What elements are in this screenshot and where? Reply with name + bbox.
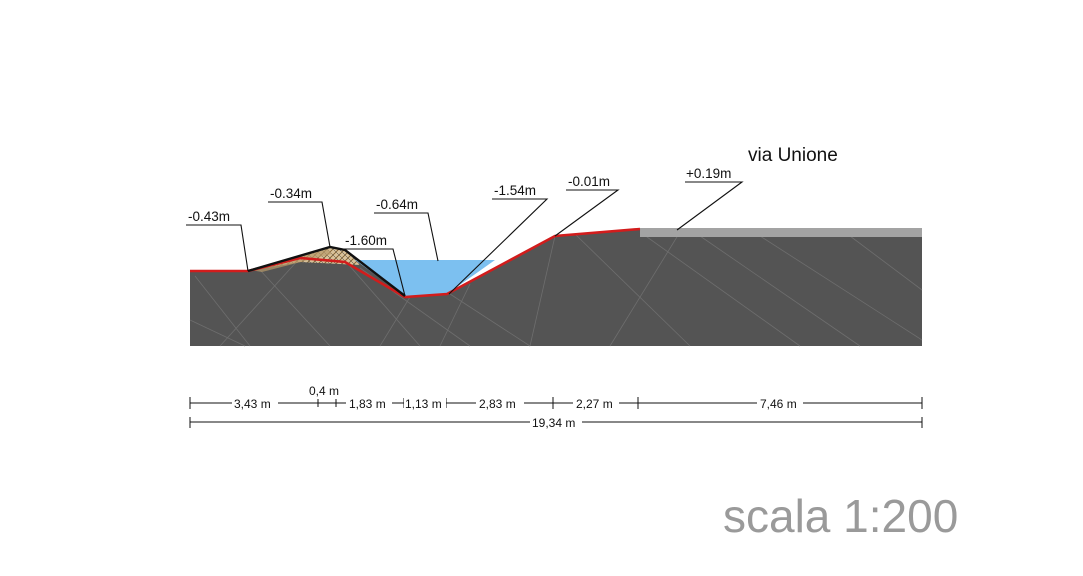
embankment-outline [247, 245, 406, 297]
ground-section [190, 229, 922, 346]
elevation-label-d: -0.64m [376, 197, 418, 212]
leader-lines [186, 181, 744, 297]
elevation-label-a: -0.43m [188, 209, 230, 224]
total-dimension-label: 19,34 m [532, 416, 575, 430]
elevation-label-g: +0.19m [686, 166, 731, 181]
dimension-line-segments [189, 397, 923, 409]
water-body [355, 260, 495, 296]
dimension-label-backgrounds [232, 396, 803, 410]
dimension-label-3: 1,83 m [349, 397, 386, 411]
dimension-label-4: 1,13 m [405, 397, 442, 411]
road-surface [640, 228, 922, 237]
total-label-background [530, 415, 582, 429]
elevation-label-b: -0.34m [270, 186, 312, 201]
elevation-label-c: -1.60m [345, 233, 387, 248]
street-name: via Unione [748, 145, 838, 166]
elevation-label-f: -0.01m [568, 174, 610, 189]
scale-label: scala 1:200 [723, 490, 958, 542]
ground-texture-lines [189, 231, 923, 347]
elevation-label-e: -1.54m [494, 183, 536, 198]
dimension-label-5: 2,83 m [479, 397, 516, 411]
dimension-label-2: 0,4 m [309, 384, 339, 398]
dimension-label-6: 2,27 m [576, 397, 613, 411]
dimension-label-1: 3,43 m [234, 397, 271, 411]
dimension-label-7: 7,46 m [760, 397, 797, 411]
